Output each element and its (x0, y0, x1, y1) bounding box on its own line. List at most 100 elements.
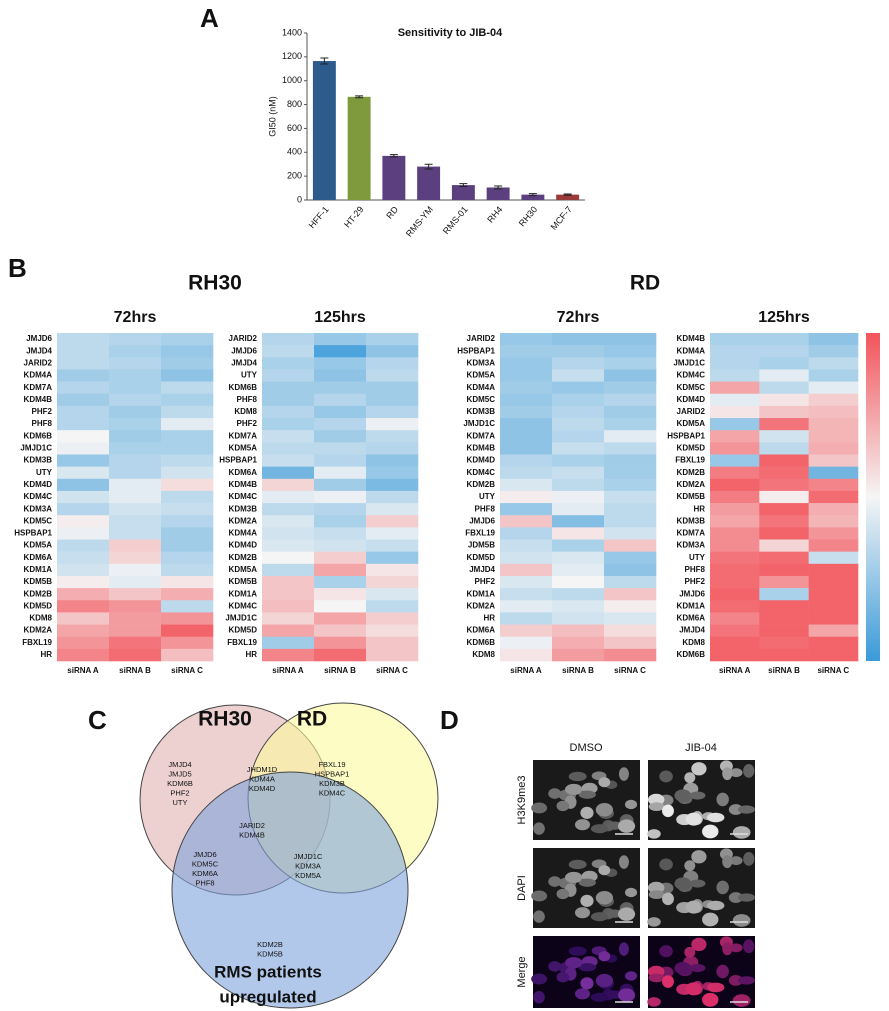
heatmap-cell (262, 624, 315, 638)
heatmap-cell (109, 588, 162, 601)
heatmap-cell (710, 600, 760, 613)
error-bar (355, 95, 364, 99)
row-label: KDM7A (24, 383, 53, 392)
row-label: Merge (516, 956, 528, 987)
nucleus (531, 802, 548, 814)
nucleus (728, 975, 743, 986)
nucleus (574, 988, 591, 1000)
error-bar (528, 193, 537, 197)
heatmap-cell (710, 405, 760, 419)
set-label: RMS patients (214, 962, 322, 981)
heatmap-cell (759, 612, 809, 625)
nucleus (684, 772, 696, 784)
heatmap-cell (109, 333, 162, 346)
heatmap-cell (109, 575, 162, 589)
heatmap-cell (710, 563, 760, 577)
x-tick-label: RMS-YM (404, 204, 435, 238)
row-label: DAPI (516, 875, 528, 901)
heatmap-cell (808, 442, 859, 455)
nucleus (691, 937, 707, 952)
heatmap-cell (710, 539, 760, 552)
heatmap-cell (314, 539, 367, 552)
heatmap-cell (262, 442, 315, 455)
heatmap-title: 72hrs (114, 309, 157, 326)
row-label: PHF8 (685, 565, 706, 574)
heatmap-cell (366, 393, 419, 407)
nucleus (702, 912, 719, 927)
heatmap-cell (710, 430, 760, 443)
nucleus (624, 971, 638, 981)
row-label: KDM5A (467, 371, 496, 380)
heatmap-cell (808, 333, 859, 346)
nucleus (618, 855, 629, 869)
nucleus (590, 912, 609, 922)
nucleus (618, 767, 629, 781)
heatmap-cell (604, 357, 657, 370)
heatmap-cell (604, 393, 657, 407)
heatmap-cell (710, 381, 760, 395)
panel-label: B (8, 253, 27, 283)
heatmap-cell (366, 430, 419, 443)
heatmap-cell (604, 454, 657, 467)
heatmap-cell (366, 503, 419, 516)
heatmap-cell (500, 357, 553, 370)
row-label: UTY (479, 492, 496, 501)
row-label: PHF8 (32, 419, 53, 428)
region-item: KDM3B (319, 779, 345, 788)
nucleus (568, 771, 587, 782)
row-label: KDM3A (467, 358, 496, 367)
heatmap-cell (366, 612, 419, 625)
heatmap-cell (161, 381, 214, 395)
heatmap-cell (552, 648, 605, 662)
heatmap-cell (552, 466, 605, 480)
region-item: JMJD4 (168, 760, 191, 769)
row-label: KDM5B (677, 492, 706, 501)
heatmap-cell (109, 563, 162, 577)
heatmap-cell (500, 478, 553, 492)
region-item: HSPBAP1 (315, 769, 350, 778)
heatmap-cell (314, 430, 367, 443)
heatmap-cell (57, 393, 110, 407)
row-label: FBXL19 (675, 456, 705, 465)
nucleus (647, 917, 661, 927)
row-label: HSPBAP1 (667, 431, 705, 440)
region-item: KDM5C (192, 859, 219, 868)
heatmap-cell (604, 478, 657, 492)
region-item: KDM3A (295, 861, 321, 870)
row-label: KDM4C (24, 492, 53, 501)
row-label: PHF2 (475, 577, 496, 586)
heatmap-cell (808, 405, 859, 419)
nucleus (580, 977, 594, 990)
heatmap-cell (262, 612, 315, 625)
row-label: JARID2 (229, 334, 258, 343)
heatmap-cell (552, 430, 605, 443)
micrograph (531, 936, 640, 1008)
row-label: JMJD1C (20, 444, 52, 453)
column-label: siRNA C (376, 666, 408, 675)
nucleus (618, 988, 636, 1002)
row-label: KDM5D (229, 626, 258, 635)
heatmap-title: 72hrs (557, 309, 600, 326)
heatmap-cell (710, 333, 760, 346)
heatmap-cell (759, 539, 809, 552)
nucleus (662, 804, 674, 818)
heatmap-cell (710, 393, 760, 407)
row-label: JMJD6 (231, 346, 257, 355)
row-label: KDM5C (677, 383, 706, 392)
heatmap-cell (262, 430, 315, 443)
heatmap-cell (759, 466, 809, 480)
row-label: KDM5D (677, 444, 706, 453)
heatmap-cell (314, 527, 367, 540)
heatmap-cell (808, 430, 859, 443)
row-label: KDM4B (229, 480, 258, 489)
nucleus (565, 871, 583, 883)
heatmap-title: 125hrs (314, 309, 366, 326)
heatmap-cell (109, 369, 162, 382)
row-label: PHF2 (32, 407, 53, 416)
heatmap-cell (161, 357, 214, 370)
row-label: KDM4A (24, 371, 53, 380)
heatmap-cell (604, 527, 657, 540)
column-label: DMSO (570, 742, 603, 754)
heatmap-cell (759, 478, 809, 492)
